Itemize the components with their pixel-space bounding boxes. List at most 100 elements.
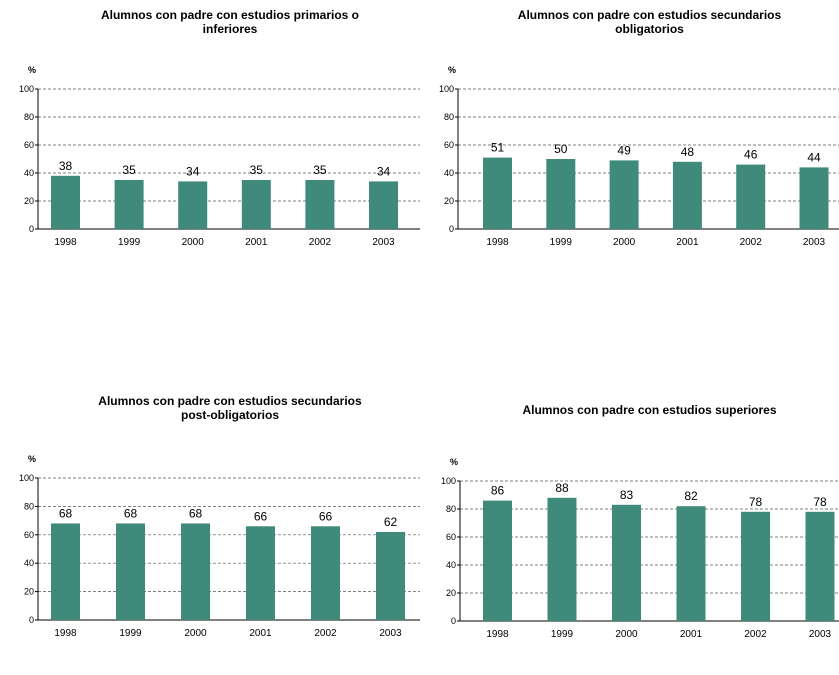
data-label: 34	[186, 164, 200, 178]
bar-1998	[483, 157, 512, 229]
y-axis-unit: %	[448, 65, 456, 75]
data-label: 35	[313, 163, 327, 177]
bar-1999	[114, 180, 144, 229]
data-label: 34	[377, 164, 391, 178]
bar-2000	[612, 504, 641, 621]
x-tick-label: 1998	[54, 628, 77, 639]
chart-title: Alumnos con padre con estudios primarios…	[100, 8, 360, 36]
y-tick-label: 20	[24, 196, 34, 206]
x-tick-label: 1999	[551, 629, 574, 640]
y-tick-label: 100	[441, 476, 456, 486]
y-tick-label: 40	[24, 558, 34, 568]
x-tick-label: 2000	[184, 628, 207, 639]
y-tick-label: 100	[19, 84, 34, 94]
x-tick-label: 2003	[809, 629, 832, 640]
data-label: 46	[744, 148, 758, 162]
bar-2003	[805, 511, 835, 621]
bar-2003	[369, 181, 398, 229]
y-axis-unit: %	[28, 454, 36, 464]
x-tick-label: 2001	[245, 237, 268, 248]
x-tick-label: 2003	[379, 628, 402, 639]
bar-2000	[609, 160, 639, 229]
data-label: 78	[749, 495, 763, 509]
y-axis-unit: %	[28, 65, 36, 75]
y-tick-label: 0	[29, 615, 34, 625]
y-tick-label: 100	[439, 84, 454, 94]
chart-title: Alumnos con padre con estudios superiore…	[522, 403, 777, 417]
y-tick-label: 80	[24, 112, 34, 122]
y-tick-label: 0	[449, 224, 454, 234]
bar-1999	[547, 497, 577, 621]
bar-1999	[116, 523, 145, 620]
x-tick-label: 1999	[550, 237, 573, 248]
y-tick-label: 80	[444, 112, 454, 122]
x-tick-label: 2002	[744, 629, 767, 640]
x-tick-label: 1998	[486, 237, 509, 248]
x-tick-label: 2001	[680, 629, 703, 640]
x-tick-label: 2001	[249, 628, 272, 639]
x-tick-label: 2002	[740, 237, 763, 248]
x-tick-label: 2000	[613, 237, 636, 248]
x-tick-label: 2002	[309, 237, 332, 248]
data-label: 88	[555, 481, 569, 495]
x-tick-label: 2001	[676, 237, 699, 248]
bar-2000	[181, 523, 210, 620]
data-label: 66	[254, 509, 268, 523]
y-tick-label: 0	[29, 224, 34, 234]
bar-2002	[741, 511, 770, 621]
y-tick-label: 60	[24, 530, 34, 540]
y-tick-label: 40	[444, 168, 454, 178]
bar-2001	[672, 161, 702, 229]
data-label: 44	[807, 150, 821, 164]
x-tick-label: 2003	[803, 237, 826, 248]
chart-title: Alumnos con padre con estudios secundari…	[517, 8, 782, 36]
data-label: 86	[491, 484, 505, 498]
data-label: 83	[620, 488, 634, 502]
bar-2000	[178, 181, 208, 229]
x-tick-label: 2000	[182, 237, 205, 248]
bar-2001	[241, 180, 271, 229]
bar-2002	[736, 164, 766, 229]
y-axis-unit: %	[450, 457, 458, 467]
data-label: 35	[122, 163, 136, 177]
y-tick-label: 80	[446, 504, 456, 514]
data-label: 66	[319, 509, 333, 523]
y-tick-label: 40	[24, 168, 34, 178]
data-label: 50	[554, 142, 568, 156]
data-label: 82	[684, 489, 698, 503]
x-tick-label: 2003	[372, 237, 395, 248]
bar-2002	[305, 180, 335, 229]
y-tick-label: 0	[451, 616, 456, 626]
chart-title: Alumnos con padre con estudios secundari…	[98, 394, 362, 422]
y-tick-label: 60	[446, 532, 456, 542]
y-tick-label: 60	[24, 140, 34, 150]
y-tick-label: 60	[444, 140, 454, 150]
x-tick-label: 2002	[314, 628, 337, 639]
x-tick-label: 1999	[119, 628, 142, 639]
bar-1998	[51, 523, 80, 620]
bar-1999	[546, 159, 576, 229]
bar-2001	[676, 506, 706, 621]
y-tick-label: 20	[444, 196, 454, 206]
x-tick-label: 2000	[615, 629, 638, 640]
y-tick-label: 80	[24, 501, 34, 511]
data-label: 68	[124, 506, 138, 520]
data-label: 48	[681, 145, 695, 159]
bar-2003	[799, 167, 829, 229]
y-tick-label: 100	[19, 473, 34, 483]
data-label: 49	[617, 143, 631, 157]
x-tick-label: 1998	[486, 629, 509, 640]
data-label: 35	[250, 163, 264, 177]
y-tick-label: 20	[446, 588, 456, 598]
data-label: 38	[59, 159, 73, 173]
data-label: 78	[813, 495, 827, 509]
bar-1998	[51, 175, 80, 229]
bar-2003	[376, 531, 405, 620]
y-tick-label: 40	[446, 560, 456, 570]
bar-2001	[246, 526, 275, 620]
data-label: 68	[189, 506, 203, 520]
